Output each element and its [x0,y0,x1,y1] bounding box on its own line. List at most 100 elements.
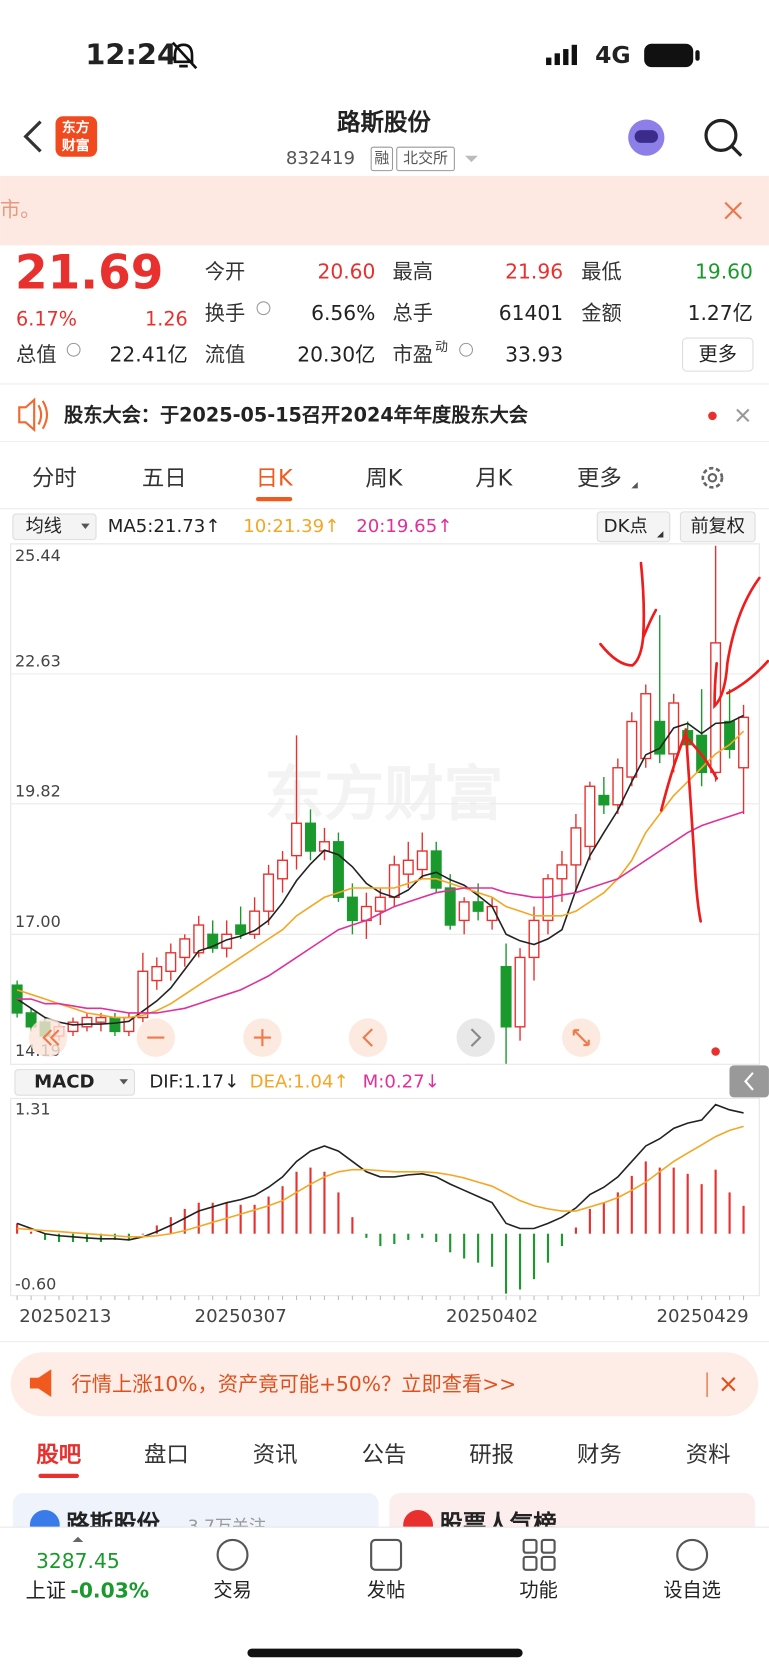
close-banner[interactable] [724,201,742,220]
m-label: M:0.27↓ [363,1071,440,1092]
search-icon[interactable] [704,118,738,152]
candle-body [179,938,191,959]
tab[interactable]: 更多 [577,465,622,491]
banner-text: 市。 [0,198,41,222]
tool-icon [253,1029,271,1047]
index-change: -0.03% [70,1579,149,1603]
y-tick-label: -0.60 [15,1275,56,1294]
nav-item[interactable]: 功能 [519,1579,557,1602]
tab[interactable]: 月K [475,465,513,491]
macd-select[interactable] [14,1069,135,1096]
sub-tab[interactable]: 公告 [362,1442,407,1468]
macd-bar [728,1192,731,1234]
notice-text[interactable]: 股东大会：于2025-05-15召开2024年年度股东大会 [64,403,529,426]
ad-icon [29,1369,52,1397]
candle-body [95,1016,107,1023]
candle-body [137,970,149,1019]
nav-item[interactable]: 发帖 [367,1579,405,1602]
settings-icon[interactable] [701,466,724,489]
sub-tab[interactable]: 资讯 [253,1442,298,1468]
x-tick-label: 20250213 [19,1306,111,1327]
tool-button[interactable] [348,1018,388,1057]
sub-tab-active[interactable]: 股吧 [36,1442,81,1468]
nav-item[interactable]: 设自选 [663,1579,721,1602]
tool-button[interactable] [456,1018,495,1057]
sub-tab[interactable]: 资料 [686,1442,731,1468]
macd-bar [337,1192,340,1234]
candle-body [584,785,596,848]
x-tick-label: 20250402 [446,1306,538,1327]
candle-body [542,878,554,922]
tab-active[interactable]: 日K [256,465,294,491]
macd-select-text: MACD [34,1071,94,1092]
ad-banner[interactable] [10,1352,759,1417]
tag-box [396,146,455,172]
field-label: 最高 [392,260,433,284]
macd-bar [630,1175,633,1234]
dk-button[interactable] [596,511,671,543]
sub-tab[interactable]: 盘口 [144,1442,189,1468]
sub-tab[interactable]: 财务 [577,1442,622,1468]
field-label: 金额 [581,301,622,325]
macd-bar [435,1233,438,1242]
tab[interactable]: 五日 [142,465,187,491]
tab-underline [255,496,293,502]
field-value: 22.41亿 [110,343,188,367]
nav-item[interactable]: 交易 [213,1579,251,1602]
macd-bar [267,1196,270,1234]
field-label: 市盈 [392,343,433,367]
nav-icon [216,1538,249,1571]
kline-toolbar [28,1018,720,1057]
macd-bar [155,1225,158,1234]
sub-tab[interactable]: 研报 [469,1442,514,1468]
ma-select[interactable] [12,513,97,541]
candle-body [710,642,722,774]
macd-bar [742,1205,745,1234]
side-tab[interactable] [729,1065,769,1098]
bottom-nav [0,1527,769,1670]
field-value: 1.27亿 [688,301,753,325]
candle-body [193,924,205,954]
tab[interactable]: 分时 [32,465,77,491]
home-indicator [247,1648,523,1658]
dea-line [17,1125,744,1238]
dropdown-arrow[interactable] [465,155,478,163]
field-value: 21.96 [505,260,563,284]
macd-bar [57,1233,61,1242]
stock-title: 路斯股份 [337,108,431,136]
field-value: 33.93 [505,343,563,367]
tag-box [370,146,394,172]
adjust-button[interactable] [679,511,756,543]
macd-layer: 1.31 -0.60 20250213 20250307 20250402 2025042… [15,1100,749,1327]
macd-bar [253,1204,256,1234]
candle-body [458,901,470,922]
back-button[interactable] [23,120,42,153]
close-notice[interactable] [736,408,750,422]
macd-bar [672,1167,675,1234]
index-value: 3287.45 [36,1549,120,1573]
more-text: 更多 [699,343,737,366]
ma-line [16,730,745,1019]
macd-bar [658,1167,661,1234]
macd-bar [365,1233,368,1238]
logo [55,116,98,157]
macd-bar [407,1233,410,1240]
tool-button[interactable] [28,1018,68,1057]
ma20-label: 20:19.65↑ [356,516,452,537]
x-tick-label: 20250307 [195,1306,287,1327]
macd-bar [30,1231,33,1234]
nav-icon [676,1538,709,1571]
macd-bar [560,1233,564,1247]
nav-icon [370,1538,403,1571]
tab[interactable]: 周K [365,465,403,491]
candle-body [291,822,303,857]
close-ad[interactable] [721,1377,736,1392]
candle-body [249,910,261,935]
candle-body [514,956,526,1028]
dropdown-arrow [81,523,90,529]
candle-body [402,859,414,875]
more-button[interactable] [682,337,754,372]
ma10-label: 10:21.39↑ [243,516,339,537]
